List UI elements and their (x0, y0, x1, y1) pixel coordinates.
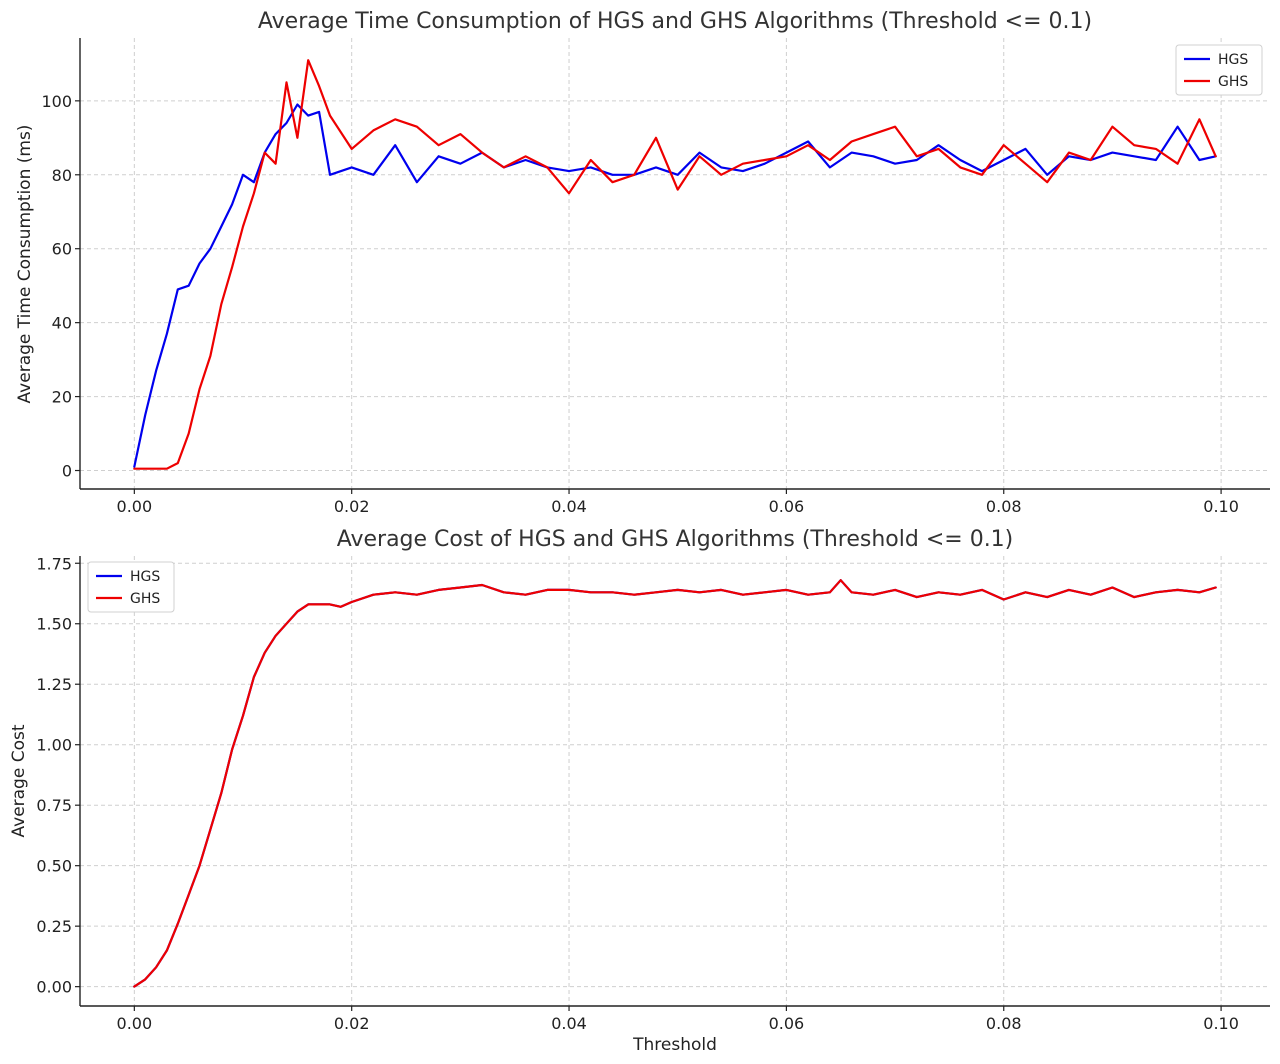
x-tick-label: 0.02 (334, 1014, 370, 1033)
chart-title: Average Cost of HGS and GHS Algorithms (… (337, 527, 1014, 552)
y-tick-label: 0.00 (36, 978, 72, 997)
legend-box (87, 561, 175, 613)
x-tick-label: 0.00 (117, 497, 153, 516)
y-tick-label: 0.75 (36, 796, 72, 815)
x-axis-label: Threshold (632, 1035, 717, 1055)
y-tick-label: 80 (52, 166, 72, 185)
series-line-ghs (133, 579, 1217, 988)
y-tick-label: 40 (52, 314, 72, 333)
y-tick-label: 1.00 (36, 736, 72, 755)
x-tick-label: 0.06 (769, 497, 805, 516)
legend-label-ghs: GHS (1218, 74, 1248, 90)
y-tick-label: 60 (52, 240, 72, 259)
x-tick-label: 0.06 (769, 1014, 805, 1033)
cost-chart: Average Cost of HGS and GHS Algorithms (… (9, 527, 1270, 1055)
x-tick-label: 0.04 (551, 1014, 587, 1033)
x-tick-label: 0.10 (1203, 497, 1239, 516)
y-tick-label: 20 (52, 388, 72, 407)
y-tick-label: 0.50 (36, 857, 72, 876)
x-tick-label: 0.10 (1203, 1014, 1239, 1033)
x-tick-label: 0.02 (334, 497, 370, 516)
y-axis-label: Average Time Consumption (ms) (15, 125, 35, 404)
legend-box (1175, 44, 1263, 96)
y-tick-label: 0 (62, 462, 72, 481)
legend-label-hgs: HGS (130, 569, 160, 585)
y-axis-label: Average Cost (9, 724, 29, 837)
x-tick-label: 0.04 (551, 497, 587, 516)
chart-title: Average Time Consumption of HGS and GHS … (258, 9, 1092, 34)
legend-label-ghs: GHS (130, 591, 160, 607)
time-consumption-chart: Average Time Consumption of HGS and GHS … (15, 9, 1270, 516)
y-tick-label: 1.50 (36, 615, 72, 634)
y-tick-label: 1.75 (36, 554, 72, 573)
legend: HGS GHS (1175, 44, 1263, 96)
y-tick-label: 100 (41, 92, 72, 111)
x-tick-label: 0.08 (986, 1014, 1022, 1033)
series-line-ghs (133, 59, 1217, 470)
x-tick-label: 0.08 (986, 497, 1022, 516)
series-line-hgs (133, 579, 1217, 988)
series-line-hgs (133, 103, 1217, 468)
y-tick-label: 0.25 (36, 917, 72, 936)
legend: HGS GHS (87, 561, 175, 613)
legend-label-hgs: HGS (1218, 52, 1248, 68)
y-tick-label: 1.25 (36, 675, 72, 694)
x-tick-label: 0.00 (117, 1014, 153, 1033)
